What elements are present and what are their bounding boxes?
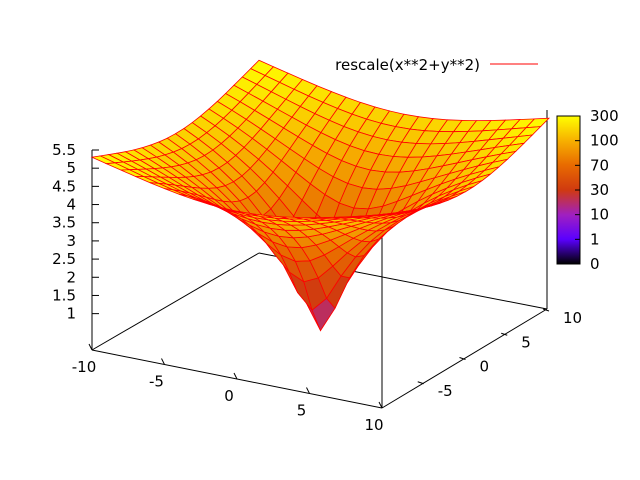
x-tick-label: -10 bbox=[72, 358, 97, 376]
z-tick-label: 4.5 bbox=[52, 177, 76, 195]
x-tick-mark bbox=[88, 343, 93, 351]
z-tick-label: 2.5 bbox=[52, 250, 76, 268]
colorbox-label: 10 bbox=[590, 206, 609, 224]
x-tick-mark bbox=[378, 401, 383, 409]
y-tick-label: -5 bbox=[438, 382, 453, 400]
colorbox: 0 1 10 30 70 100 300 bbox=[556, 107, 619, 273]
y-tick-label: 5 bbox=[521, 333, 531, 351]
base-edge-3 bbox=[91, 252, 260, 351]
z-tick-label: 5.5 bbox=[52, 141, 76, 159]
x-tick-mark bbox=[161, 358, 165, 365]
legend-label: rescale(x**2+y**2) bbox=[335, 56, 480, 74]
y-tick-mark bbox=[542, 308, 550, 312]
colorbox-label: 0 bbox=[590, 255, 600, 273]
x-tick-mark bbox=[233, 372, 238, 380]
z-tick-label: 5 bbox=[66, 159, 76, 177]
legend: rescale(x**2+y**2) bbox=[335, 56, 538, 74]
plot-frame bbox=[91, 110, 548, 409]
surface-mesh bbox=[90, 59, 551, 332]
x-tick-mark bbox=[306, 387, 310, 394]
x-tick-label: -5 bbox=[149, 373, 164, 391]
z-tick-label: 1 bbox=[66, 305, 76, 323]
colorbox-label: 1 bbox=[590, 230, 600, 248]
y-tick-mark bbox=[417, 381, 424, 385]
y-tick-mark bbox=[459, 357, 466, 360]
x-tick-label: 5 bbox=[297, 402, 307, 420]
colorbox-label: 100 bbox=[590, 132, 619, 150]
surface-facet bbox=[367, 213, 391, 217]
z-tick-label: 4 bbox=[66, 196, 76, 214]
y-tick-label: 10 bbox=[563, 309, 582, 327]
z-tick-label: 3.5 bbox=[52, 214, 76, 232]
z-tick-label: 3 bbox=[66, 232, 76, 250]
y-tick-label: 0 bbox=[480, 358, 490, 376]
colorbox-label: 300 bbox=[590, 107, 619, 125]
x-tick-label: 10 bbox=[364, 416, 383, 434]
axis-ticks bbox=[88, 149, 550, 409]
z-tick-label: 1.5 bbox=[52, 286, 76, 304]
z-tick-label: 2 bbox=[66, 268, 76, 286]
base-edge-1 bbox=[381, 308, 548, 409]
x-tick-label: 0 bbox=[224, 387, 234, 405]
colorbox-label: 70 bbox=[590, 156, 609, 174]
colorbox-label: 30 bbox=[590, 181, 609, 199]
y-tick-mark bbox=[501, 332, 508, 336]
